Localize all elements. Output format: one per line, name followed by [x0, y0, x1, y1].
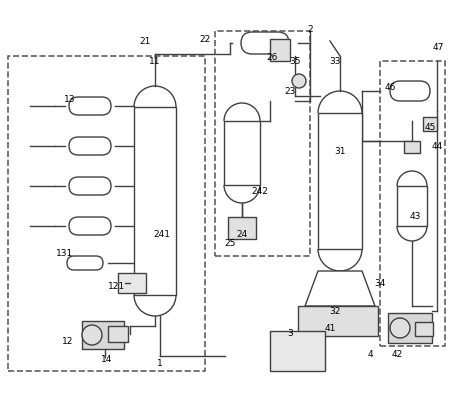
FancyBboxPatch shape	[224, 122, 260, 186]
FancyBboxPatch shape	[404, 142, 420, 154]
FancyBboxPatch shape	[270, 40, 290, 62]
Circle shape	[292, 75, 306, 89]
FancyBboxPatch shape	[69, 178, 111, 196]
Text: 34: 34	[374, 279, 386, 288]
Text: 241: 241	[154, 230, 170, 239]
FancyBboxPatch shape	[270, 331, 325, 371]
Circle shape	[82, 325, 102, 345]
Text: 46: 46	[384, 82, 395, 91]
FancyBboxPatch shape	[108, 326, 128, 342]
Text: 45: 45	[424, 122, 436, 131]
FancyBboxPatch shape	[390, 82, 430, 102]
Text: 23: 23	[284, 87, 296, 96]
Text: 33: 33	[329, 57, 341, 66]
Text: 14: 14	[101, 354, 113, 364]
Text: 3: 3	[287, 329, 293, 338]
Text: 242: 242	[251, 187, 269, 196]
FancyBboxPatch shape	[388, 313, 432, 343]
FancyBboxPatch shape	[69, 138, 111, 156]
FancyBboxPatch shape	[67, 256, 103, 270]
Text: 32: 32	[329, 307, 341, 316]
Text: 41: 41	[324, 324, 336, 333]
Text: 31: 31	[334, 147, 346, 156]
Text: 24: 24	[236, 230, 248, 239]
Polygon shape	[305, 271, 375, 306]
FancyBboxPatch shape	[69, 217, 111, 235]
Text: 42: 42	[391, 350, 403, 358]
FancyBboxPatch shape	[423, 118, 437, 132]
Text: 1: 1	[157, 358, 163, 368]
Text: 4: 4	[367, 350, 373, 358]
Text: 13: 13	[64, 95, 76, 104]
Text: 2: 2	[307, 25, 313, 34]
Text: 121: 121	[108, 282, 125, 291]
Text: 35: 35	[289, 57, 301, 66]
Text: 43: 43	[410, 212, 421, 221]
Text: 11: 11	[149, 57, 161, 66]
FancyBboxPatch shape	[134, 108, 176, 295]
Text: 21: 21	[140, 37, 151, 47]
FancyBboxPatch shape	[318, 114, 362, 249]
Text: 25: 25	[224, 239, 236, 248]
FancyBboxPatch shape	[118, 273, 146, 293]
Text: 12: 12	[63, 337, 74, 346]
Text: 26: 26	[266, 53, 278, 62]
FancyBboxPatch shape	[241, 33, 289, 55]
Text: 22: 22	[199, 35, 211, 45]
Circle shape	[390, 318, 410, 338]
FancyBboxPatch shape	[415, 322, 433, 336]
FancyBboxPatch shape	[228, 217, 256, 239]
FancyBboxPatch shape	[397, 186, 427, 227]
FancyBboxPatch shape	[69, 98, 111, 116]
Text: 44: 44	[431, 142, 443, 151]
FancyBboxPatch shape	[298, 306, 378, 336]
Text: 47: 47	[432, 43, 443, 51]
FancyBboxPatch shape	[82, 321, 124, 349]
Text: 131: 131	[56, 249, 74, 258]
